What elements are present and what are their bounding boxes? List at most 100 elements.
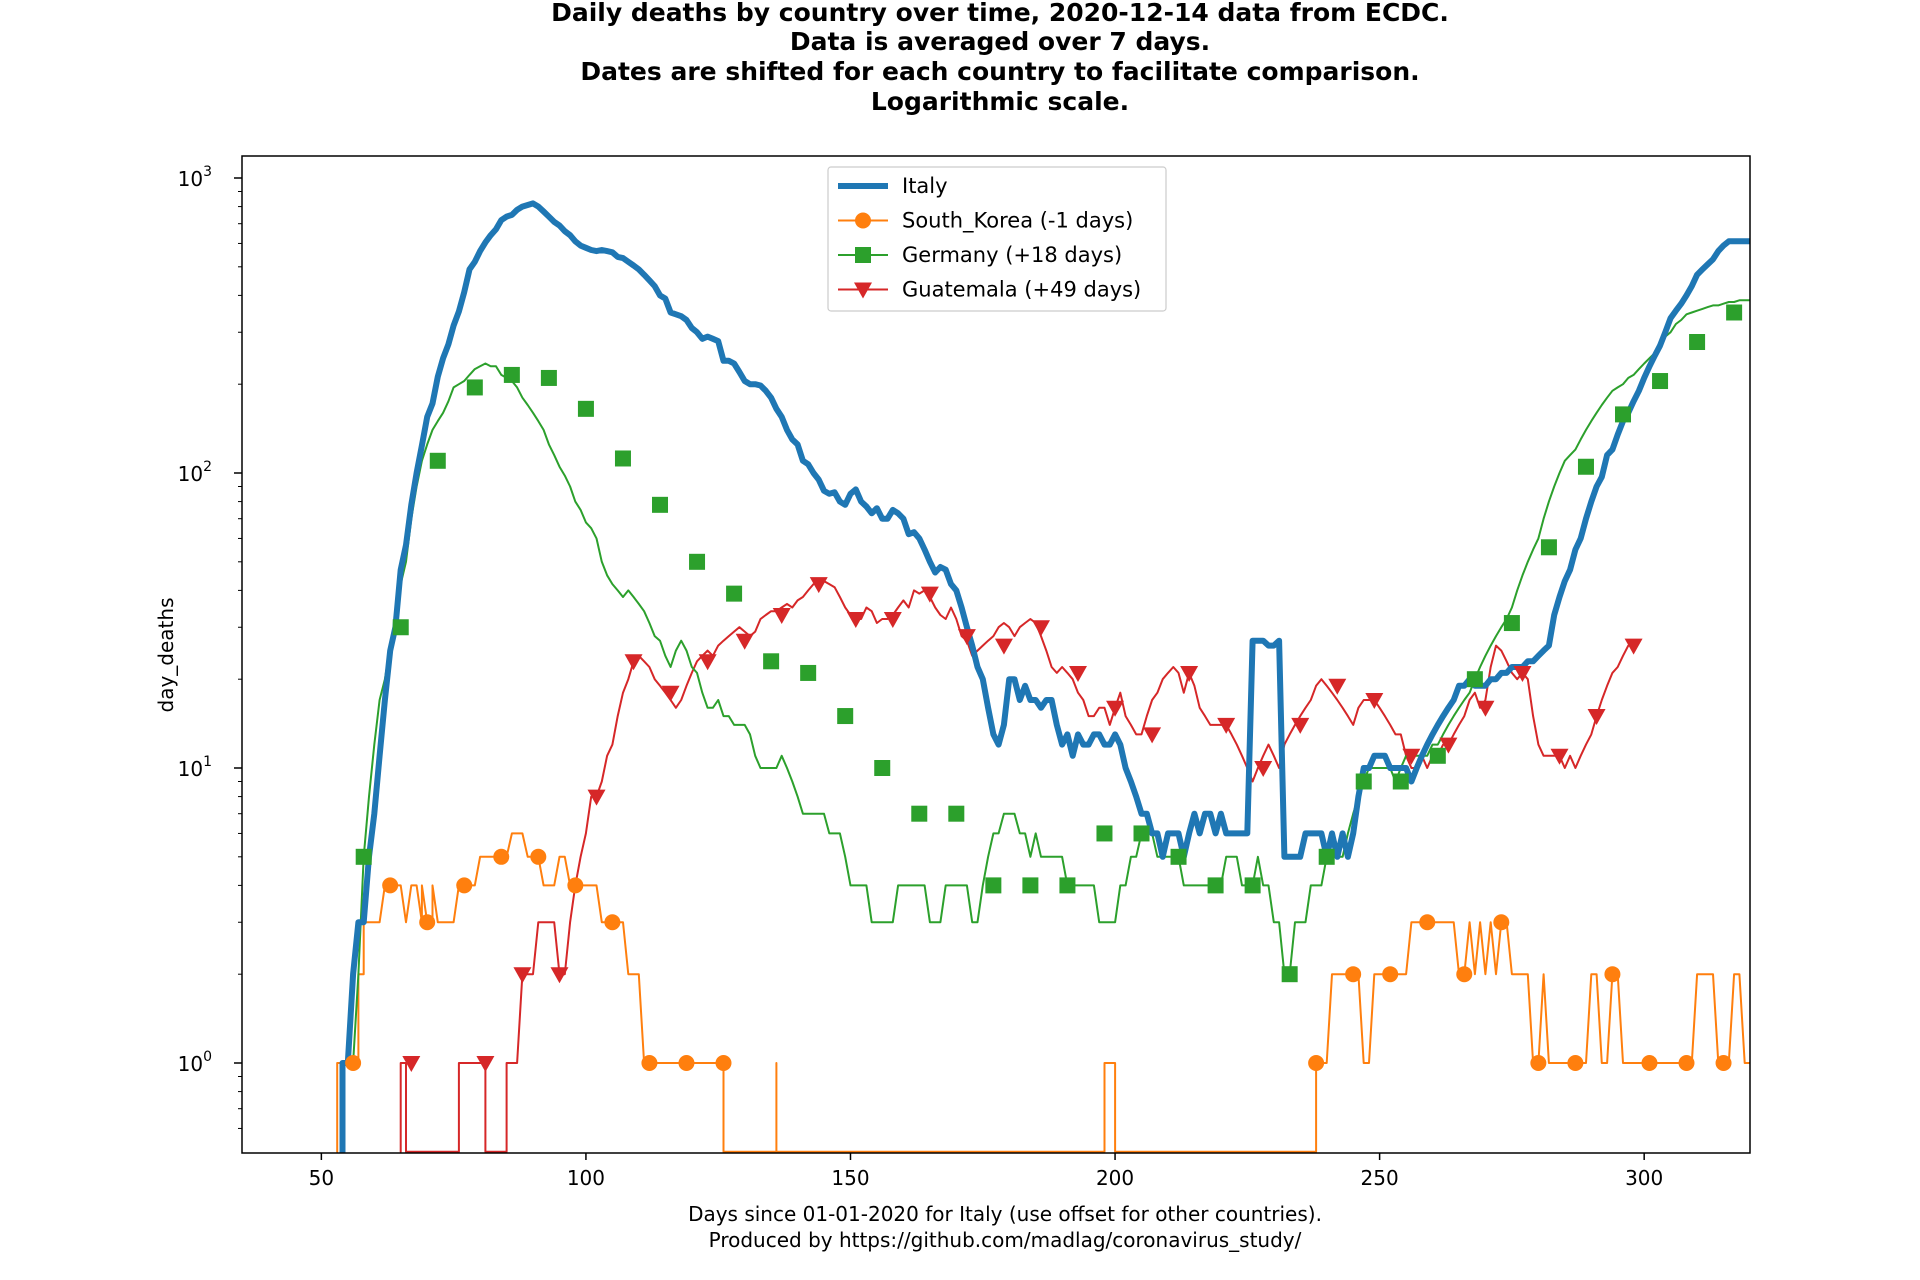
series-2-point-13 bbox=[837, 708, 854, 725]
series-3-point-31 bbox=[1587, 709, 1606, 726]
series-3-point-30 bbox=[1550, 748, 1569, 765]
series-2-point-28 bbox=[1392, 773, 1409, 790]
series-1-point-4 bbox=[493, 848, 510, 865]
series-2-point-7 bbox=[614, 450, 631, 467]
y-tick-label-0: 100 bbox=[178, 1049, 212, 1076]
title-line-2: Data is averaged over 7 days. bbox=[790, 27, 1210, 56]
series-2-point-17 bbox=[985, 877, 1002, 894]
x-axis-label-line-2: Produced by https://github.com/madlag/co… bbox=[709, 1228, 1302, 1252]
series-2-point-29 bbox=[1429, 747, 1446, 764]
series-3-point-32 bbox=[1624, 638, 1643, 655]
series-3-point-20 bbox=[1180, 665, 1199, 682]
y-axis: 100 101 102 103 bbox=[178, 164, 242, 1129]
legend-label-3: Guatemala (+49 days) bbox=[902, 278, 1141, 302]
series-3-point-23 bbox=[1291, 717, 1310, 734]
series-2-point-14 bbox=[874, 760, 891, 776]
series-2-point-15 bbox=[911, 805, 928, 822]
x-tick-label-0: 50 bbox=[309, 1166, 334, 1190]
series-1-point-12 bbox=[1345, 966, 1362, 983]
x-tick-label-1: 100 bbox=[567, 1166, 605, 1190]
legend-label-2: Germany (+18 days) bbox=[902, 243, 1122, 267]
series-3-point-19 bbox=[1143, 727, 1162, 744]
series-1-point-22 bbox=[1715, 1055, 1732, 1071]
series-1-point-20 bbox=[1641, 1055, 1658, 1071]
series-1-point-19 bbox=[1604, 966, 1621, 983]
series-3-point-7 bbox=[698, 654, 717, 671]
series-3-point-8 bbox=[735, 633, 754, 650]
chart-title: Daily deaths by country over time, 2020-… bbox=[551, 0, 1449, 116]
series-3-point-12 bbox=[883, 611, 902, 628]
plot-frame bbox=[241, 155, 1751, 1154]
series-3-point-3 bbox=[550, 967, 569, 984]
series-1-point-18 bbox=[1567, 1055, 1584, 1071]
series-3-point-6 bbox=[661, 685, 680, 702]
series-2-point-19 bbox=[1059, 877, 1076, 894]
series-2-point-30 bbox=[1466, 671, 1483, 688]
series-2-point-16 bbox=[948, 805, 965, 822]
title-line-1: Daily deaths by country over time, 2020-… bbox=[551, 0, 1449, 27]
series-1-point-17 bbox=[1530, 1055, 1547, 1071]
series-1-point-11 bbox=[1308, 1055, 1325, 1071]
series-2-point-37 bbox=[1726, 304, 1743, 321]
series-2-point-34 bbox=[1615, 406, 1632, 423]
series-2-point-4 bbox=[503, 366, 520, 383]
series-2-point-22 bbox=[1170, 848, 1187, 865]
series-3-point-9 bbox=[772, 608, 791, 625]
x-tick-label-3: 200 bbox=[1096, 1166, 1134, 1190]
x-axis-label: Days since 01-01-2020 for Italy (use off… bbox=[688, 1202, 1322, 1252]
series-2-point-0 bbox=[355, 848, 372, 865]
series-1-point-5 bbox=[530, 848, 547, 865]
series-2-point-1 bbox=[392, 619, 409, 636]
series-1-point-8 bbox=[641, 1055, 658, 1071]
series-layer bbox=[336, 200, 1750, 1153]
series-2-point-2 bbox=[429, 452, 446, 469]
title-line-4: Logarithmic scale. bbox=[871, 87, 1129, 116]
series-2-point-18 bbox=[1022, 877, 1039, 894]
series-3-point-15 bbox=[994, 638, 1013, 655]
series-2-point-20 bbox=[1096, 825, 1113, 842]
legend-marker-3 bbox=[854, 282, 872, 299]
series-2-point-12 bbox=[800, 664, 817, 681]
series-2-point-31 bbox=[1503, 615, 1520, 632]
series-2-point-9 bbox=[689, 553, 706, 570]
series-2-point-6 bbox=[577, 400, 594, 417]
x-axis: 50 100 150 200 250 300 bbox=[309, 1153, 1663, 1190]
series-2-point-11 bbox=[763, 653, 780, 670]
series-3-point-27 bbox=[1439, 737, 1458, 754]
series-3-point-22 bbox=[1254, 761, 1273, 777]
series-1-point-13 bbox=[1382, 966, 1399, 983]
y-tick-label-1: 101 bbox=[178, 754, 212, 781]
series-2-point-3 bbox=[466, 379, 483, 396]
series-3-point-28 bbox=[1476, 700, 1495, 717]
legend-label-1: South_Korea (-1 days) bbox=[902, 209, 1133, 234]
x-axis-label-line-1: Days since 01-01-2020 for Italy (use off… bbox=[688, 1202, 1322, 1226]
series-3-point-18 bbox=[1106, 700, 1125, 717]
legend-label-0: Italy bbox=[902, 174, 948, 198]
series-2-point-23 bbox=[1207, 877, 1224, 894]
series-2-point-25 bbox=[1281, 966, 1298, 983]
series-1-point-16 bbox=[1493, 914, 1510, 931]
series-1-point-7 bbox=[604, 914, 621, 931]
series-3-point-21 bbox=[1217, 717, 1236, 734]
series-3-point-10 bbox=[809, 577, 828, 594]
x-tick-label-4: 250 bbox=[1361, 1166, 1399, 1190]
series-2-point-21 bbox=[1133, 825, 1150, 842]
series-3-point-16 bbox=[1031, 620, 1050, 637]
series-1-point-2 bbox=[419, 914, 436, 931]
series-3-point-25 bbox=[1365, 693, 1384, 710]
series-1-point-15 bbox=[1456, 966, 1473, 983]
series-3-point-14 bbox=[957, 629, 976, 646]
series-line-2 bbox=[341, 299, 1750, 1153]
series-2-point-32 bbox=[1540, 539, 1557, 556]
series-1-point-3 bbox=[456, 877, 473, 894]
legend-box bbox=[827, 166, 1167, 312]
series-1-point-14 bbox=[1419, 914, 1436, 931]
series-3-point-29 bbox=[1513, 665, 1532, 682]
series-1-point-21 bbox=[1678, 1055, 1695, 1071]
series-line-0 bbox=[339, 200, 1750, 1153]
y-axis-label: day_deaths bbox=[154, 598, 178, 713]
series-line-3 bbox=[399, 580, 1635, 1153]
series-3-point-13 bbox=[920, 586, 939, 603]
series-2-point-27 bbox=[1355, 773, 1372, 790]
series-3-point-5 bbox=[624, 654, 643, 671]
